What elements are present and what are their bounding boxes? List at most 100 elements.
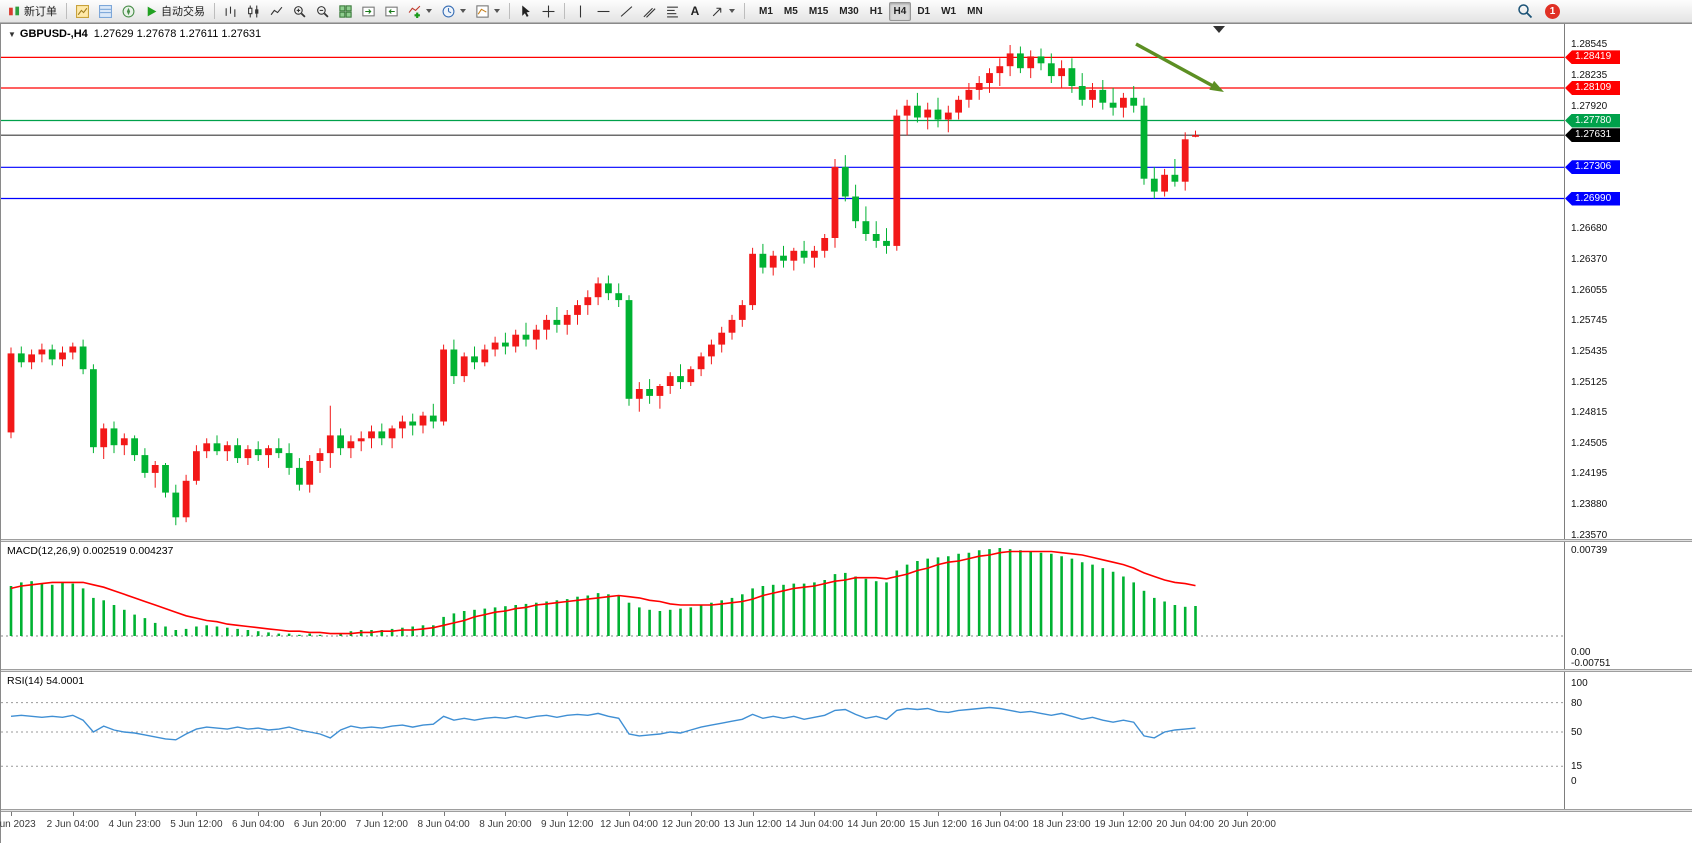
macd-name: MACD(12,26,9) xyxy=(7,545,80,557)
time-label: 18 Jun 23:00 xyxy=(1032,819,1091,830)
trendline-button[interactable] xyxy=(616,2,637,21)
line-chart-button[interactable] xyxy=(266,2,287,21)
price-scale-label: 1.26370 xyxy=(1571,253,1608,265)
text-tool-button[interactable]: A xyxy=(685,2,705,21)
time-tick xyxy=(938,812,939,816)
fibonacci-button[interactable] xyxy=(662,2,683,21)
time-label: 4 Jun 23:00 xyxy=(108,819,161,830)
chart-title: ▼ GBPUSD-,H4 1.27629 1.27678 1.27611 1.276… xyxy=(8,28,261,40)
templates-button[interactable] xyxy=(472,2,504,21)
timeframe-m5-button[interactable]: M5 xyxy=(779,2,803,21)
candlestick-chart-button[interactable] xyxy=(243,2,264,21)
bar-chart-icon xyxy=(225,6,236,17)
collapse-chart-icon[interactable]: ▼ xyxy=(8,30,16,39)
toolbar-separator xyxy=(66,3,67,19)
arrows-tool-button[interactable] xyxy=(707,2,739,21)
toolbar-separator xyxy=(214,3,215,19)
channel-button[interactable] xyxy=(639,2,660,21)
macd-scale-label: 0.00 xyxy=(1571,647,1591,658)
vertical-line-button[interactable] xyxy=(570,2,591,21)
timeframe-mn-button[interactable]: MN xyxy=(962,2,988,21)
price-scale-label: 1.23570 xyxy=(1571,530,1608,541)
new-order-label: 新订单 xyxy=(24,6,57,18)
timeframe-h4-button[interactable]: H4 xyxy=(888,1,912,21)
data-window-button[interactable] xyxy=(95,2,116,21)
zoom-in-button[interactable] xyxy=(289,2,310,21)
market-watch-button[interactable] xyxy=(72,2,93,21)
new-order-button[interactable]: 新订单 xyxy=(4,2,61,21)
navigator-button[interactable] xyxy=(118,2,139,21)
time-tick xyxy=(72,812,74,816)
timeframe-w1-button[interactable]: W1 xyxy=(936,2,961,21)
time-tick xyxy=(1061,812,1063,816)
time-tick xyxy=(196,812,198,816)
time-tick xyxy=(567,812,569,816)
price-tag: 1.26990 xyxy=(1565,191,1620,206)
macd-splitter[interactable] xyxy=(1,539,1692,542)
price-scale-label: 1.24195 xyxy=(1571,468,1608,480)
timeframe-m15-button[interactable]: M15 xyxy=(804,2,833,21)
channel-icon xyxy=(643,7,656,18)
macd-panel-svg[interactable] xyxy=(1,542,1564,669)
text-tool-icon: A xyxy=(690,4,700,18)
market-watch-icon xyxy=(76,4,89,18)
autotrading-label: 自动交易 xyxy=(161,6,205,18)
vertical-line-icon xyxy=(579,5,582,17)
navigator-icon xyxy=(122,5,135,17)
zoom-out-button[interactable] xyxy=(312,2,333,21)
timeframe-d1-button[interactable]: D1 xyxy=(912,2,935,21)
macd-label: MACD(12,26,9) 0.002519 0.004237 xyxy=(7,545,173,557)
price-scale-label: 1.25435 xyxy=(1571,346,1608,357)
periods-button[interactable] xyxy=(438,2,470,21)
time-axis[interactable]: 1 Jun 2023 2 Jun 04:00 4 Jun 23:00 5 Jun 12… xyxy=(0,812,1692,843)
rsi-scale-label: 50 xyxy=(1571,727,1583,738)
autotrading-icon xyxy=(147,6,157,16)
zoom-out-icon xyxy=(317,5,329,18)
tile-windows-button[interactable] xyxy=(335,2,356,21)
cursor-button[interactable] xyxy=(515,2,536,21)
rsi-scale-label: 0 xyxy=(1571,776,1577,787)
main-chart-svg[interactable] xyxy=(1,24,1564,539)
price-scale-label: 1.26680 xyxy=(1571,223,1608,235)
chart-shift-button[interactable] xyxy=(381,2,402,21)
autotrading-button[interactable]: 自动交易 xyxy=(141,2,209,21)
time-tick xyxy=(1185,812,1187,816)
indicators-button[interactable] xyxy=(404,2,436,21)
price-tag: 1.27631 xyxy=(1565,128,1620,143)
macd-scale-label: 0.00739 xyxy=(1571,545,1608,556)
price-tag: 1.27780 xyxy=(1565,113,1620,128)
dropdown-arrow-icon xyxy=(460,9,466,13)
auto-scroll-button[interactable] xyxy=(358,2,379,21)
time-label: 1 Jun 2023 xyxy=(0,819,36,830)
tile-windows-icon xyxy=(339,4,352,18)
timeframe-h1-button[interactable]: H1 xyxy=(865,2,888,21)
notification-badge[interactable]: 1 xyxy=(1545,3,1560,19)
search-icon[interactable] xyxy=(1517,3,1533,19)
crosshair-button[interactable] xyxy=(538,2,559,21)
time-tick xyxy=(1247,812,1248,816)
horizontal-line-icon xyxy=(597,10,610,12)
time-tick xyxy=(443,812,445,816)
horizontal-line-button[interactable] xyxy=(593,2,614,21)
bottom-splitter[interactable] xyxy=(1,809,1692,812)
rsi-panel-svg[interactable] xyxy=(1,672,1564,809)
time-label: 15 Jun 12:00 xyxy=(909,819,967,830)
clock-icon xyxy=(442,5,455,17)
rsi-splitter[interactable] xyxy=(1,669,1692,672)
symbol-period-label: GBPUSD-,H4 xyxy=(19,28,88,40)
timeframe-m1-button[interactable]: M1 xyxy=(754,2,778,21)
dropdown-arrow-icon xyxy=(426,9,432,13)
price-scale-label: 1.25745 xyxy=(1571,315,1608,327)
data-window-icon xyxy=(99,4,112,18)
time-label: 5 Jun 12:00 xyxy=(170,819,223,830)
time-tick xyxy=(752,812,754,816)
bar-chart-button[interactable] xyxy=(220,2,241,21)
time-tick xyxy=(1123,812,1125,816)
time-label: 12 Jun 04:00 xyxy=(600,819,658,830)
time-label: 7 Jun 12:00 xyxy=(355,819,408,830)
time-label: 9 Jun 12:00 xyxy=(541,819,594,830)
dropdown-arrow-icon xyxy=(729,9,735,13)
timeframe-m30-button[interactable]: M30 xyxy=(834,2,863,21)
price-scale[interactable]: 1.28545 1.28419 1.28235 1.28109 1.27920 1.277… xyxy=(1564,24,1692,809)
